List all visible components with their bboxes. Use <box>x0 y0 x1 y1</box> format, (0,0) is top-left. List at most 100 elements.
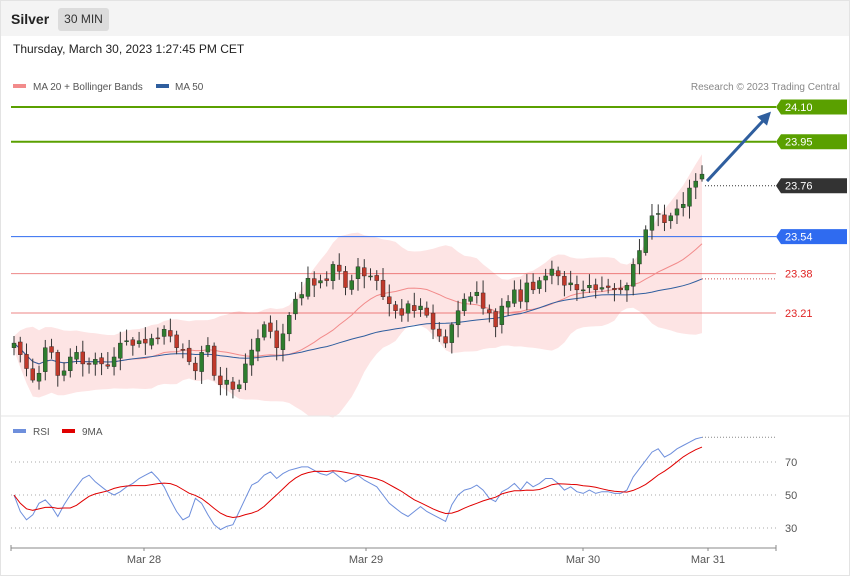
candlestick <box>337 253 342 280</box>
candlestick <box>455 300 461 338</box>
candlestick <box>474 281 480 304</box>
projection-arrow-head <box>757 111 771 126</box>
candlestick <box>330 261 336 290</box>
resistance-level-tag <box>776 134 847 150</box>
candlestick <box>693 173 698 200</box>
candlestick <box>599 276 605 292</box>
legend-label-ma20: MA 20 + Bollinger Bands <box>33 82 143 93</box>
candlestick <box>631 258 636 296</box>
candlestick <box>656 204 661 227</box>
last-level-tag <box>776 178 847 194</box>
candlestick <box>186 339 192 366</box>
legend-swatch-ma20 <box>13 84 26 88</box>
moving-averages <box>13 243 703 365</box>
candlestick <box>193 356 198 380</box>
candlestick <box>80 340 86 377</box>
legend-swatch-rsi <box>13 429 26 433</box>
candlestick <box>530 273 536 294</box>
candlestick <box>161 325 167 345</box>
candlestick <box>480 280 486 315</box>
ma50-line <box>13 278 703 365</box>
candlestick <box>30 358 35 383</box>
pivot-level-label: 23.54 <box>785 232 813 244</box>
legend-label-ma50: MA 50 <box>175 82 204 93</box>
candlestick <box>211 342 217 381</box>
candlestick <box>293 292 298 320</box>
candlestick <box>380 268 386 300</box>
candlestick <box>86 357 92 374</box>
candlestick <box>61 362 67 382</box>
candlestick <box>130 337 136 356</box>
resistance-level-tag <box>776 99 847 115</box>
candlestick <box>111 347 117 376</box>
candlestick <box>18 336 23 363</box>
candlestick <box>418 298 423 317</box>
candlestick <box>230 377 236 399</box>
candlestick <box>274 320 279 361</box>
candlestick <box>543 268 548 293</box>
candlestick <box>674 199 680 225</box>
candlestick <box>168 318 173 343</box>
candlestick <box>312 271 317 298</box>
legend-label-rsi: RSI <box>33 427 50 438</box>
candlestick <box>124 329 129 346</box>
candlestick <box>143 327 148 355</box>
candlesticks <box>11 165 705 399</box>
candlestick <box>218 366 223 396</box>
candlestick <box>180 343 186 359</box>
legend-label-9ma: 9MA <box>82 427 103 438</box>
candlestick <box>305 266 311 300</box>
candlestick <box>74 345 79 364</box>
candlestick <box>487 304 492 323</box>
candlestick <box>518 279 523 309</box>
candlestick <box>24 343 29 377</box>
candlestick <box>643 225 648 256</box>
candlestick <box>99 352 104 376</box>
candlestick <box>699 165 705 182</box>
candlestick <box>637 239 642 275</box>
price-level-labels: 24.10 23.95 23.76 23.54 23.38 23.21 <box>776 99 847 320</box>
candlestick <box>612 283 617 302</box>
candlestick <box>668 212 673 229</box>
resistance-level-label: 23.95 <box>785 137 813 149</box>
candlestick <box>374 270 379 291</box>
candlestick <box>562 271 567 297</box>
candlestick <box>449 322 455 354</box>
resistance-level-label: 24.10 <box>785 102 813 114</box>
rsi-panel: 30 50 70 <box>11 436 797 535</box>
rsi-tick-label: 30 <box>785 523 797 535</box>
last-level-label: 23.76 <box>785 181 813 193</box>
candlestick <box>55 349 60 387</box>
candlestick <box>587 274 592 293</box>
candlestick <box>549 260 555 285</box>
support-level-label: 23.21 <box>785 308 813 320</box>
candlestick <box>224 367 229 396</box>
candlestick <box>593 278 598 299</box>
chart-header: Silver 30 MIN <box>1 1 849 36</box>
candlestick <box>462 293 467 316</box>
candlestick <box>118 331 123 371</box>
x-axis-ticks: Mar 28 Mar 29 Mar 30 Mar 31 <box>127 548 725 566</box>
candlestick <box>437 322 442 342</box>
candlestick <box>505 295 511 316</box>
timeframe-badge[interactable]: 30 MIN <box>58 8 109 31</box>
candlestick <box>387 284 392 317</box>
projection-arrow <box>705 111 771 183</box>
x-tick-label: Mar 28 <box>127 554 161 566</box>
candlestick <box>524 274 530 311</box>
candlestick <box>624 282 630 302</box>
candlestick <box>430 304 436 340</box>
candlestick <box>537 276 542 294</box>
candlestick <box>362 259 367 289</box>
candlestick <box>236 379 242 392</box>
candlestick <box>280 323 286 362</box>
candlestick <box>368 268 373 281</box>
candlestick <box>493 308 498 338</box>
candlestick <box>574 275 580 301</box>
rsi-tick-label: 50 <box>785 490 797 502</box>
candlestick <box>343 266 348 296</box>
candlestick <box>681 192 686 217</box>
chart-datetime: Thursday, March 30, 2023 1:27:45 PM CET <box>13 42 245 56</box>
candlestick <box>618 279 623 295</box>
